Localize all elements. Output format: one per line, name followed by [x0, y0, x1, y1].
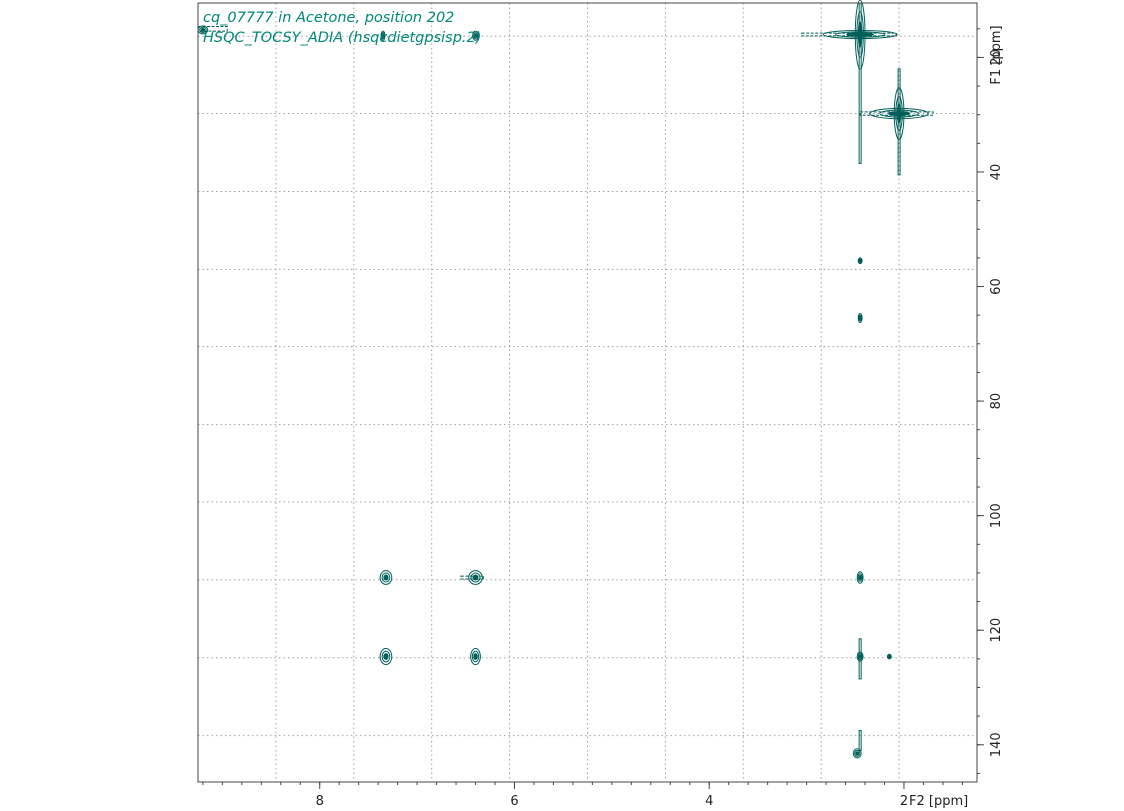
contour-layer	[197, 0, 934, 759]
contour-level	[380, 30, 386, 41]
contour-level	[472, 30, 479, 41]
y-tick-label: 140	[989, 732, 1004, 757]
contour-level	[379, 648, 393, 666]
contour-level	[896, 103, 902, 124]
contour-streak	[801, 32, 897, 37]
contour-peak	[857, 312, 863, 324]
contour-level	[855, 751, 860, 756]
contour-peak	[379, 648, 393, 666]
contour-level	[200, 27, 206, 32]
contour-peak	[856, 571, 864, 584]
x-tick-label: 6	[510, 794, 518, 809]
contour-level	[857, 257, 863, 265]
contour-level	[858, 654, 862, 659]
contour-peak	[468, 570, 483, 585]
contour-level	[468, 570, 483, 585]
x-axis-title: F2 [ppm]	[909, 794, 968, 809]
contour-level	[857, 653, 863, 661]
contour-level	[857, 21, 863, 48]
contour-peak	[854, 0, 866, 70]
contour-level	[470, 572, 481, 583]
contour-level	[383, 574, 389, 581]
contour-level	[381, 33, 385, 38]
spectrum-title-line-1: cq_07777 in Acetone, position 202	[203, 10, 454, 26]
contour-peak	[856, 651, 864, 662]
contour-level	[854, 0, 866, 70]
contour-level	[473, 33, 478, 38]
contour-peak	[857, 257, 863, 265]
contour-peak	[470, 648, 481, 666]
contour-peak	[886, 653, 892, 660]
contour-level	[379, 570, 393, 585]
contour-peak	[379, 570, 393, 585]
contour-peak	[380, 30, 386, 41]
y-axis-title: F1 [ppm]	[989, 25, 1004, 84]
contour-level	[199, 26, 207, 34]
contour-peak	[852, 748, 862, 759]
contour-level	[858, 574, 862, 581]
grid-layer	[197, 3, 977, 782]
contour-level	[381, 572, 391, 583]
contour-level	[856, 651, 864, 662]
y-tick-label: 60	[989, 278, 1004, 295]
contour-level	[886, 653, 892, 660]
contour-level	[856, 571, 864, 584]
y-tick-label: 120	[989, 618, 1004, 643]
y-tick-label: 20	[989, 49, 1004, 66]
spectrum-title: cq_07777 in Acetone, position 202 HSQC_T…	[203, 10, 481, 46]
plot-frame	[197, 2, 978, 783]
contour-level	[895, 96, 903, 132]
y-tick-label: 100	[989, 503, 1004, 528]
contour-level	[381, 650, 391, 663]
contour-peak	[472, 30, 479, 41]
contour-level	[473, 32, 478, 40]
contour-level	[856, 11, 864, 58]
axis-layer: 8 6 4 2 F2 [ppm] 20 40 60 80 100 120 140 F1 [ppm]	[202, 25, 1004, 809]
contour-level	[893, 87, 905, 140]
contour-level	[383, 653, 389, 660]
contour-level	[852, 748, 862, 759]
contour-level	[858, 259, 862, 263]
contour-level	[858, 315, 862, 321]
spectrum-title-line-2: HSQC_TOCSY_ADIA (hsqcdietgpsisp.2)	[203, 30, 481, 46]
x-tick-label: 8	[316, 794, 324, 809]
x-tick-label: 4	[705, 794, 713, 809]
y-tick-label: 40	[989, 164, 1004, 181]
contour-level	[473, 653, 478, 660]
contour-level	[857, 573, 863, 582]
contour-streak	[460, 575, 484, 580]
contour-level	[471, 650, 480, 663]
contour-level	[857, 312, 863, 324]
x-tick-label: 2	[900, 794, 908, 809]
contour-level	[470, 648, 481, 666]
contour-level	[888, 655, 891, 658]
contour-peak	[893, 87, 905, 140]
y-tick-label: 80	[989, 393, 1004, 410]
contour-level	[854, 749, 861, 757]
contour-level	[472, 574, 479, 581]
